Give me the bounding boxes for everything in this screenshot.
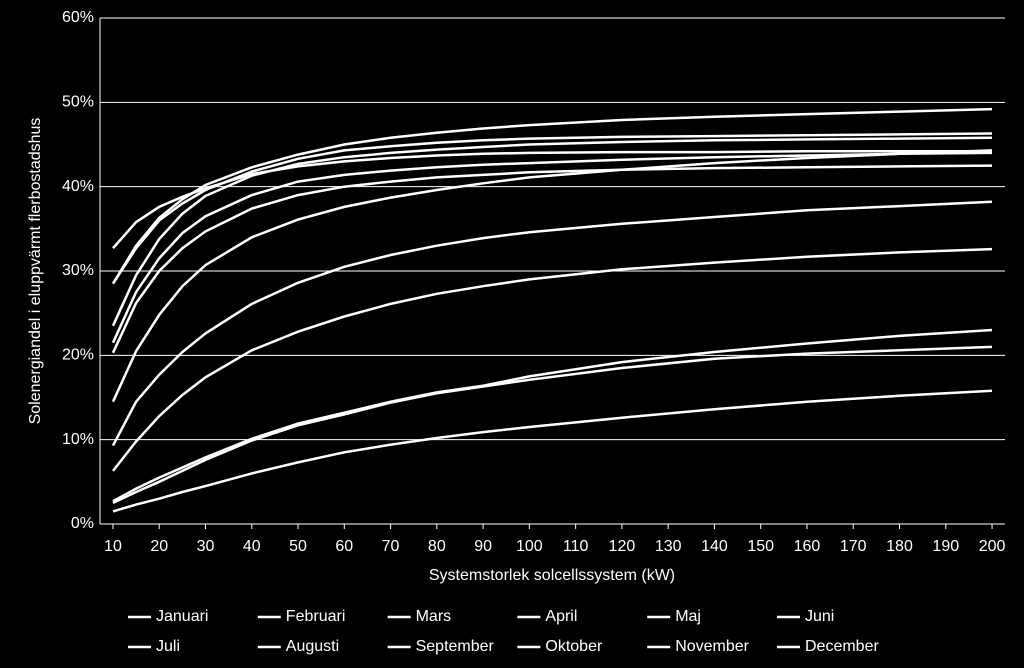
y-tick-label: 60% [62,9,94,26]
x-tick-label: 50 [289,538,307,555]
x-tick-label: 190 [932,538,959,555]
x-tick-label: 140 [701,538,728,555]
x-tick-label: 10 [104,538,122,555]
x-axis-label: Systemstorlek solcellssystem (kW) [429,567,675,584]
legend-label: December [805,638,879,655]
x-tick-label: 110 [563,538,589,555]
series-line [111,151,993,344]
y-tick-label: 20% [62,347,94,364]
legend-label: Oktober [545,638,603,655]
x-tick-label: 40 [243,538,261,555]
x-tick-label: 160 [794,538,821,555]
legend-label: Augusti [286,638,339,655]
x-tick-label: 80 [428,538,446,555]
x-tick-label: 130 [655,538,682,555]
series-line [111,136,993,327]
legend-label: Juli [156,638,180,655]
x-tick-label: 100 [516,538,543,555]
x-tick-label: 20 [150,538,168,555]
x-tick-label: 60 [335,538,353,555]
x-tick-label: 90 [474,538,492,555]
series-line [112,328,993,503]
y-tick-label: 50% [62,94,94,111]
y-tick-label: 0% [71,515,94,532]
series-line [111,107,993,285]
x-tick-label: 70 [382,538,400,555]
series-line [111,200,993,447]
x-tick-label: 120 [609,538,636,555]
legend-label: November [675,638,749,655]
y-tick-label: 10% [62,431,94,448]
y-tick-label: 30% [62,262,94,279]
legend-label: Maj [675,608,701,625]
legend-label: Februari [286,608,346,625]
x-tick-label: 30 [197,538,215,555]
y-tick-label: 40% [62,178,94,195]
legend-label: April [545,608,577,625]
series-line [111,164,993,354]
x-tick-label: 200 [979,538,1006,555]
x-tick-label: 170 [840,538,867,555]
legend-label: September [416,638,495,655]
series-line [111,132,993,285]
series-line [112,389,993,513]
series-line [112,247,993,472]
series-line [111,149,993,403]
y-axis-label: Solenergiandel i eluppvärmt flerbostadsh… [27,118,44,425]
legend-label: Januari [156,608,208,625]
legend-label: Mars [416,608,452,625]
x-tick-label: 180 [886,538,913,555]
x-tick-label: 150 [747,538,774,555]
series-line [112,149,992,250]
legend-label: Juni [805,608,834,625]
